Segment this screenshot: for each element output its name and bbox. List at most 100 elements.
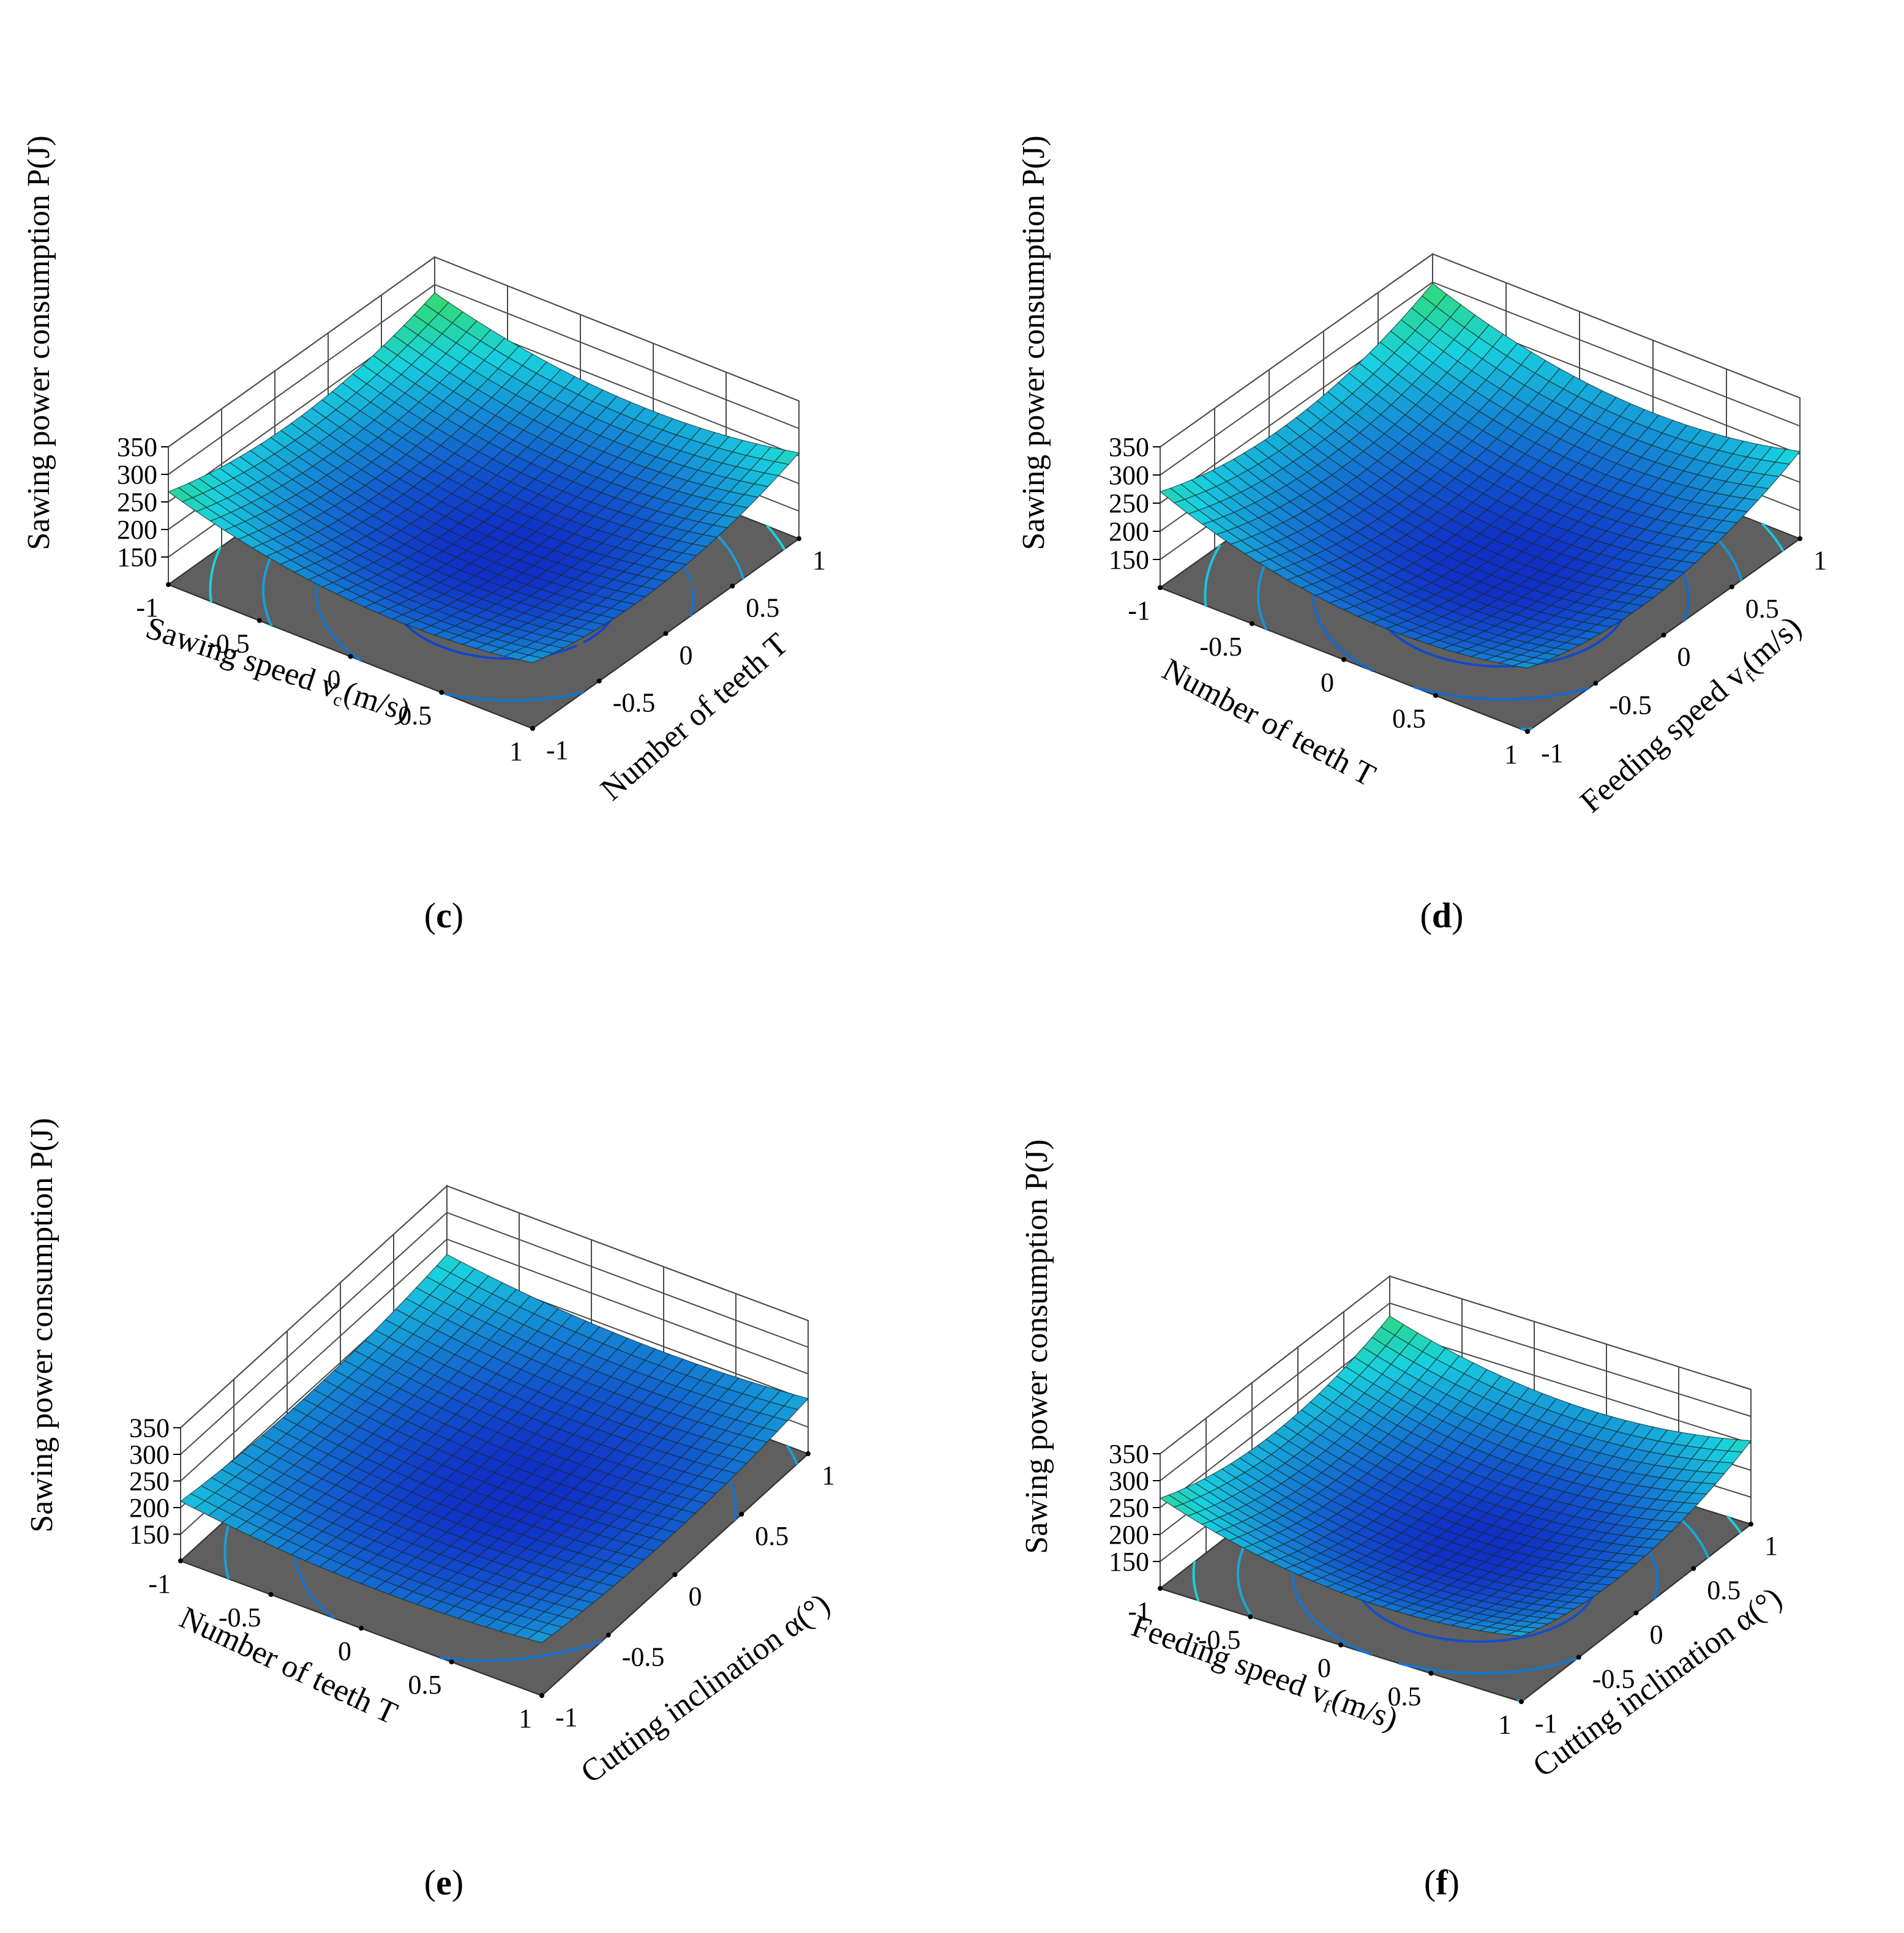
x-tick-mark (178, 1558, 183, 1563)
x-tick-mark (1433, 693, 1438, 698)
panel-label-c: (c) (424, 895, 463, 935)
wall-z-gridline (168, 283, 800, 475)
x-tick-label: -0.5 (207, 629, 250, 659)
y-tick-mark (672, 1572, 678, 1577)
z-tick-label: 200 (1109, 517, 1149, 547)
z-tick-label: 350 (1109, 1439, 1149, 1469)
wall-z-gridline (1160, 1302, 1752, 1481)
y-tick-mark (605, 1632, 611, 1638)
z-tick-label: 200 (1109, 1520, 1149, 1550)
x-tick-label: 1 (1498, 1710, 1512, 1740)
x-tick-label: 0.5 (1392, 703, 1426, 733)
z-tick-label: 350 (129, 1413, 170, 1443)
y-tick-label: 1 (812, 545, 826, 575)
z-axis-label-e: Sawing power consumption P(J) (24, 1118, 59, 1532)
x-tick-label: -0.5 (1198, 1625, 1241, 1654)
wall-z-gridline (180, 1238, 809, 1482)
y-tick-label: -1 (1541, 738, 1564, 768)
x-tick-mark (1248, 1614, 1253, 1620)
x-tick-label: 0.5 (398, 700, 432, 730)
y-tick-label: -0.5 (1592, 1664, 1635, 1694)
x-tick-mark (348, 654, 353, 659)
z-tick-label: 300 (1109, 1466, 1149, 1496)
panel-label-e: (e) (424, 1863, 463, 1902)
y-tick-mark (1519, 1699, 1524, 1704)
response-surface-e (179, 1254, 809, 1643)
wall-z-gridline (180, 1185, 809, 1429)
y-tick-label: 0.5 (755, 1521, 789, 1551)
z-tick-label: 150 (1109, 1547, 1149, 1577)
y-tick-mark (730, 583, 735, 589)
x-tick-mark (1158, 1586, 1163, 1591)
z-tick-label: 250 (1109, 488, 1149, 518)
x-tick-mark (166, 582, 171, 587)
x-tick-mark (1338, 1642, 1343, 1648)
x-axis-label-d: Number of teeth T (1156, 652, 1381, 793)
wall-z-gridline (1160, 1275, 1752, 1454)
z-tick-label: 150 (1109, 545, 1149, 575)
x-tick-mark (439, 690, 444, 695)
z-tick-label: 250 (1109, 1493, 1149, 1523)
y-tick-mark (1525, 729, 1530, 734)
x-tick-label: 0 (328, 665, 341, 695)
x-tick-label: -1 (1128, 1596, 1150, 1626)
x-tick-label: 0 (1321, 668, 1334, 698)
wall-z-gridline (1160, 253, 1801, 447)
y-tick-label: -0.5 (613, 688, 656, 718)
y-tick-label: 0 (1677, 642, 1691, 672)
y-tick-label: -1 (1535, 1708, 1557, 1738)
y-tick-mark (539, 1693, 544, 1698)
z-tick-label: 300 (129, 1440, 170, 1470)
response-surface-c (167, 292, 800, 664)
y-tick-mark (596, 678, 602, 684)
surface-patch (783, 1394, 809, 1410)
z-axis-label-c: Sawing power consumption P(J) (21, 135, 56, 550)
y-tick-mark (1748, 1522, 1753, 1527)
x-tick-mark (257, 618, 262, 623)
x-tick-mark (1158, 585, 1163, 590)
x-tick-mark (1428, 1670, 1434, 1676)
z-axis-label-d: Sawing power consumption P(J) (1016, 135, 1051, 550)
x-tick-label: -1 (1128, 596, 1150, 626)
z-tick-label: 350 (1109, 432, 1149, 462)
y-tick-mark (1691, 1566, 1696, 1571)
x-tick-label: 1 (509, 736, 523, 766)
y-tick-mark (1633, 1610, 1639, 1615)
z-tick-label: 350 (117, 432, 157, 462)
z-tick-label: 150 (117, 542, 157, 572)
y-tick-mark (806, 1451, 811, 1456)
x-tick-label: 0.5 (1388, 1681, 1422, 1711)
y-tick-label: 1 (822, 1460, 835, 1490)
wall-z-gridline (168, 256, 800, 447)
z-tick-label: 300 (1109, 460, 1149, 490)
x-tick-mark (1250, 621, 1254, 626)
y-tick-label: -0.5 (622, 1642, 665, 1672)
x-tick-mark (449, 1659, 454, 1664)
z-tick-label: 300 (117, 460, 157, 490)
panel-label-f: (f) (1424, 1863, 1460, 1902)
x-tick-label: 1 (519, 1703, 532, 1733)
y-tick-label: -0.5 (1609, 690, 1652, 720)
response-surface-d (1159, 283, 1801, 669)
x-tick-label: 1 (1504, 739, 1518, 769)
x-tick-label: 0.5 (408, 1670, 442, 1700)
y-tick-label: 0.5 (1745, 594, 1779, 624)
x-tick-label: -0.5 (219, 1602, 261, 1632)
y-tick-label: 0.5 (746, 593, 779, 623)
wall-z-gridline (180, 1211, 809, 1455)
x-tick-label: -0.5 (1199, 632, 1242, 662)
y-tick-mark (663, 631, 669, 636)
x-tick-mark (268, 1592, 274, 1597)
x-tick-label: 0 (1317, 1653, 1331, 1683)
y-tick-mark (739, 1511, 744, 1517)
y-tick-mark (530, 726, 535, 731)
surface-patch (774, 449, 800, 465)
y-tick-label: 1 (1813, 545, 1827, 575)
